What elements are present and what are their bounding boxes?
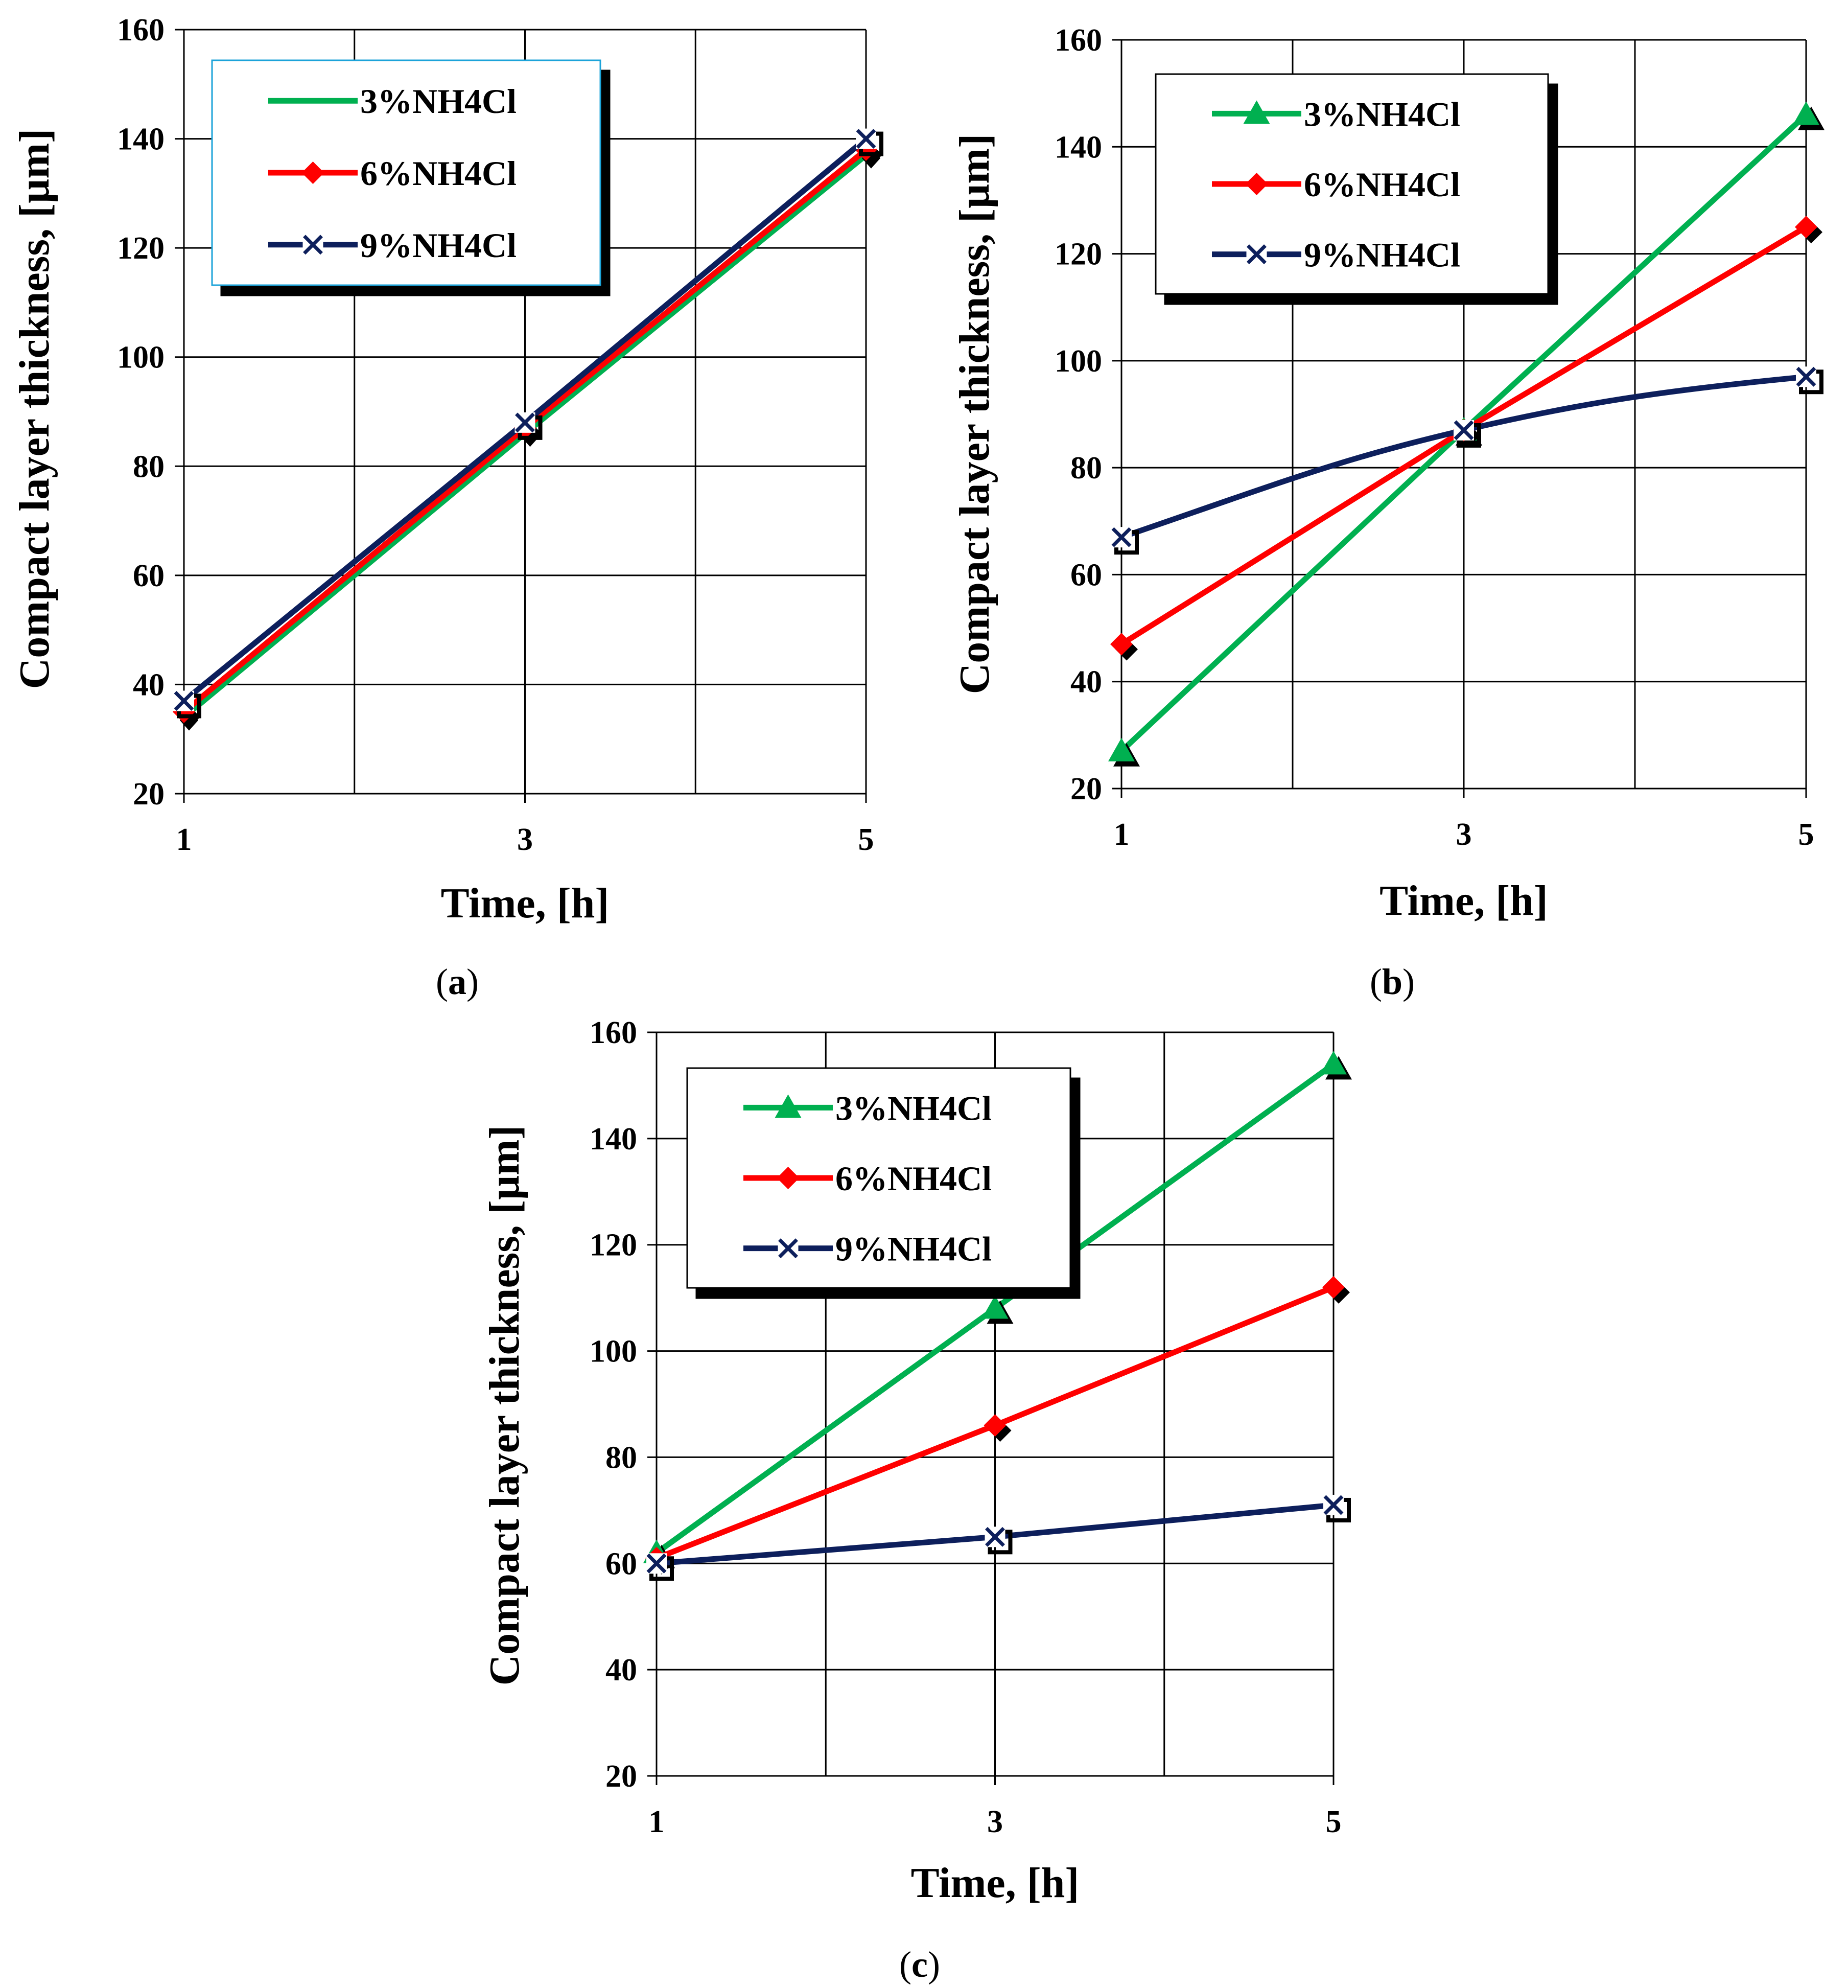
legend-label: 6%NH4Cl — [835, 1159, 992, 1198]
diamond-marker — [777, 1167, 800, 1189]
y-tick-label: 60 — [605, 1546, 637, 1581]
x-marker — [515, 412, 535, 433]
triangle-marker — [1108, 737, 1135, 761]
y-tick-label: 20 — [1070, 772, 1102, 806]
y-tick-label: 100 — [590, 1334, 637, 1369]
diamond-marker — [301, 161, 324, 184]
y-tick-label: 160 — [1055, 23, 1102, 58]
x-tick-label: 3 — [1456, 817, 1472, 852]
legend-entry: 9%NH4Cl — [743, 1230, 992, 1268]
gridlines — [1112, 39, 1807, 790]
legend-entry: 3%NH4Cl — [268, 82, 517, 121]
x-marker — [1796, 366, 1816, 387]
y-tick-label: 20 — [605, 1759, 637, 1794]
y-tick-label: 80 — [133, 449, 165, 484]
y-tick-label: 40 — [605, 1653, 637, 1688]
y-axis-label: Compact layer thickness, [µm] — [11, 129, 58, 689]
x-axis-label: Time, [h] — [441, 880, 610, 927]
x-marker — [1111, 527, 1132, 547]
y-axis-label: Compact layer thickness, [µm] — [951, 134, 998, 695]
y-tick-label: 20 — [133, 777, 165, 812]
x-tick-label: 5 — [858, 822, 874, 857]
legend-label: 3%NH4Cl — [360, 82, 517, 121]
y-tick-label: 100 — [1055, 344, 1102, 379]
legend-entry: 9%NH4Cl — [268, 226, 517, 265]
series-9%NH4Cl — [174, 128, 883, 719]
x-tick-label: 5 — [1798, 817, 1814, 852]
x-marker — [174, 690, 194, 711]
x-tick-label: 1 — [1114, 817, 1130, 852]
x-axis-label: Time, [h] — [911, 1859, 1080, 1907]
y-tick-label: 140 — [117, 122, 165, 157]
chart-c: 20 40 60 80 100 120 140 160 1 3 5 Time, [h] Compact … — [481, 1015, 1352, 1985]
legend-label: 6%NH4Cl — [1304, 165, 1460, 204]
y-tick-label: 60 — [133, 559, 165, 593]
y-tick-label: 40 — [133, 667, 165, 702]
x-marker — [985, 1527, 1005, 1547]
y-tick-label: 160 — [117, 13, 165, 48]
legend-label: 3%NH4Cl — [835, 1089, 992, 1127]
legend-label: 3%NH4Cl — [1304, 95, 1460, 133]
legend: 3%NH4Cl 6%NH4Cl 9%NH4Cl — [686, 1067, 1071, 1289]
y-tick-label: 160 — [590, 1015, 637, 1050]
chart-b: 20 40 60 80 100 120 140 160 1 3 5 Time, [h] Compact … — [951, 23, 1824, 1002]
y-tick-label: 40 — [1070, 665, 1102, 700]
triangle-marker — [1793, 101, 1819, 125]
y-tick-label: 80 — [1070, 451, 1102, 486]
legend-label: 9%NH4Cl — [1304, 236, 1460, 274]
series-9%NH4Cl — [1111, 366, 1823, 555]
diamond-marker — [1110, 633, 1133, 656]
caption: (b) — [1370, 961, 1415, 1002]
triangle-marker — [1243, 100, 1270, 124]
caption: (a) — [436, 961, 479, 1002]
legend-entry: 6%NH4Cl — [743, 1159, 992, 1198]
triangle-marker — [775, 1094, 802, 1118]
series-9%NH4Cl — [646, 1494, 1351, 1581]
y-tick-label: 140 — [1055, 130, 1102, 165]
diamond-marker — [1322, 1276, 1345, 1299]
caption: (c) — [899, 1944, 940, 1985]
legend-label: 6%NH4Cl — [360, 154, 517, 193]
triangle-marker — [1320, 1051, 1347, 1075]
y-axis-label: Compact layer thickness, [µm] — [481, 1125, 528, 1686]
x-tick-label: 1 — [176, 822, 192, 857]
x-marker — [303, 235, 323, 255]
y-tick-label: 120 — [1055, 237, 1102, 272]
legend-entry: 3%NH4Cl — [1212, 95, 1460, 133]
x-axis-label: Time, [h] — [1379, 877, 1548, 924]
x-marker — [1323, 1495, 1344, 1515]
diamond-marker — [984, 1414, 1007, 1437]
y-tick-label: 80 — [605, 1440, 637, 1475]
x-marker — [646, 1553, 667, 1574]
y-tick-label: 120 — [590, 1228, 637, 1263]
x-tick-label: 1 — [649, 1805, 665, 1839]
triangle-marker — [981, 1295, 1009, 1319]
y-tick-label: 140 — [590, 1122, 637, 1157]
diamond-marker — [1245, 173, 1268, 195]
legend-entry: 3%NH4Cl — [743, 1089, 992, 1127]
legend: 3%NH4Cl 6%NH4Cl 9%NH4Cl — [1155, 73, 1549, 295]
legend: 3%NH4Cl 6%NH4Cl 9%NH4Cl — [211, 59, 601, 286]
chart-a: 20 40 60 80 100 120 140 160 1 3 5 Time, [h] Compact … — [11, 13, 883, 1002]
legend-label: 9%NH4Cl — [360, 226, 517, 265]
x-tick-label: 3 — [987, 1805, 1003, 1839]
x-marker — [1247, 244, 1267, 265]
legend-label: 9%NH4Cl — [835, 1230, 992, 1268]
diamond-marker — [1795, 216, 1817, 239]
legend-entry: 6%NH4Cl — [268, 154, 517, 193]
x-tick-label: 3 — [517, 822, 533, 857]
x-tick-label: 5 — [1326, 1805, 1342, 1839]
x-marker — [1454, 420, 1474, 441]
x-marker — [778, 1238, 798, 1259]
y-tick-label: 100 — [117, 340, 165, 375]
y-tick-label: 120 — [117, 231, 165, 266]
x-marker — [856, 129, 876, 149]
legend-entry: 9%NH4Cl — [1212, 236, 1460, 274]
y-tick-label: 60 — [1070, 558, 1102, 592]
legend-entry: 6%NH4Cl — [1212, 165, 1460, 204]
